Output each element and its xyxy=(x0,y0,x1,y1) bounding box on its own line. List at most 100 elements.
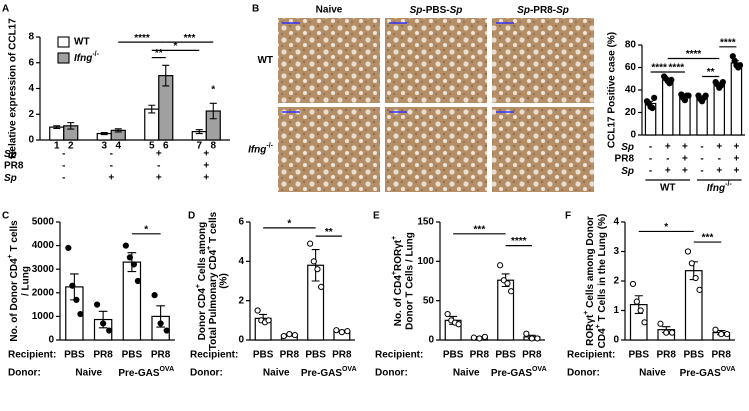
text-part: T cells xyxy=(9,220,20,254)
text-part: + xyxy=(195,284,202,288)
data-point xyxy=(318,283,325,290)
table-cell: PBS xyxy=(628,350,649,361)
y-tick-label: 100 xyxy=(417,256,434,267)
significance-label: **** xyxy=(134,33,150,44)
data-point xyxy=(77,310,84,318)
y-axis-label: Relative expression of CCL17 xyxy=(8,18,19,159)
significance-label: **** xyxy=(720,37,736,48)
table-cell: - xyxy=(718,154,721,165)
row-name: Recipient: xyxy=(375,350,423,361)
table-cell: + xyxy=(733,142,739,153)
data-point xyxy=(633,298,640,305)
data-point xyxy=(314,266,321,273)
data-point xyxy=(481,333,488,340)
data-point xyxy=(307,240,314,247)
data-point xyxy=(134,277,142,285)
table-cell: - xyxy=(157,161,160,172)
error-bar xyxy=(162,64,170,87)
y-tick-label: 4 xyxy=(613,217,619,228)
data-point xyxy=(151,292,158,299)
text-part: Sp xyxy=(4,149,17,160)
micrograph xyxy=(278,107,380,192)
table-cell: - xyxy=(649,154,652,165)
text-part: Sp xyxy=(450,5,463,16)
table-cell: PBS xyxy=(253,350,274,361)
y-tick-label: 2 xyxy=(613,276,619,287)
data-point xyxy=(668,329,676,336)
table-cell: Naive xyxy=(639,368,666,379)
text-part: Donor CD4 xyxy=(197,288,208,341)
row-label: WT xyxy=(257,55,273,66)
text-part: -/- xyxy=(92,51,99,58)
table-cell: - xyxy=(649,166,652,177)
significance-label: * xyxy=(664,222,668,233)
table-cell: + xyxy=(156,173,162,184)
bar xyxy=(122,261,142,341)
significance-label: **** xyxy=(669,63,685,74)
panel-label: C xyxy=(2,211,9,222)
table-cell: + xyxy=(733,166,739,177)
text-part: + xyxy=(206,246,213,250)
legend-swatch xyxy=(57,52,70,64)
row-name: Donor: xyxy=(8,368,41,379)
text-part: + xyxy=(7,254,14,258)
text-part: RORγt xyxy=(585,314,596,346)
text-part: Pre-GAS xyxy=(680,368,721,379)
bar xyxy=(730,62,743,136)
data-point xyxy=(712,326,719,333)
text-part: OVA xyxy=(532,366,547,373)
text-part: OVA xyxy=(721,366,736,373)
data-point xyxy=(470,334,477,341)
bar-number: 1 xyxy=(54,141,60,152)
text-part: -/- xyxy=(725,181,732,188)
text-part: Pre-GAS xyxy=(491,368,532,379)
group-label: WT xyxy=(660,183,676,194)
data-point xyxy=(69,282,76,289)
bar-number: 7 xyxy=(196,141,202,152)
table-cell: PBS xyxy=(64,350,85,361)
y-tick-label: 0 xyxy=(630,130,636,141)
text-part: RORγt xyxy=(393,239,404,271)
y-tick-label: 3000 xyxy=(32,264,55,275)
row-name: Recipient: xyxy=(190,350,238,361)
table-cell: Naive xyxy=(75,368,102,379)
table-cell: PBS xyxy=(305,350,326,361)
text-part: -PBS- xyxy=(422,5,449,16)
bar xyxy=(684,270,703,341)
table-cell: + xyxy=(716,166,722,177)
error-bar xyxy=(148,104,156,114)
column-label: Sp-PBS-Sp xyxy=(410,5,463,16)
y-tick-label: 1000 xyxy=(32,311,55,322)
y-tick-label: 6 xyxy=(28,57,34,68)
y-axis-label: CD4+ T Cells in the Lung (%) xyxy=(595,214,607,349)
text-part: Sp xyxy=(621,166,634,177)
panel-label: B xyxy=(252,4,259,15)
text-part: + xyxy=(583,311,590,315)
table-cell: - xyxy=(700,154,703,165)
text-part: OVA xyxy=(159,366,174,373)
y-tick-label: 0 xyxy=(613,335,619,346)
y-tick-label: 60 xyxy=(625,62,637,73)
y-tick-label: 2000 xyxy=(32,287,55,298)
significance-label: *** xyxy=(474,224,486,235)
bar xyxy=(49,126,65,141)
y-tick-label: 50 xyxy=(423,295,435,306)
y-tick-label: 0 xyxy=(238,335,244,346)
data-point xyxy=(338,329,345,336)
error-bar xyxy=(311,248,320,282)
table-cell: PBS xyxy=(683,350,704,361)
text-part: No. of Donor CD4 xyxy=(9,258,20,342)
text-part: T Cells in the Lung (%) xyxy=(597,214,608,325)
text-part: Ifng xyxy=(74,53,92,64)
y-tick-label: 5000 xyxy=(32,217,55,228)
y-tick-label: 150 xyxy=(417,217,434,228)
error-bar xyxy=(100,131,108,136)
y-tick-label: 1 xyxy=(613,305,619,316)
data-point xyxy=(130,261,137,268)
data-point xyxy=(65,244,72,252)
significance-label: *** xyxy=(184,33,196,44)
data-point xyxy=(504,280,511,287)
row-name: Sp xyxy=(621,166,634,177)
row-name: Donor: xyxy=(190,368,223,379)
significance-label: * xyxy=(211,84,215,95)
